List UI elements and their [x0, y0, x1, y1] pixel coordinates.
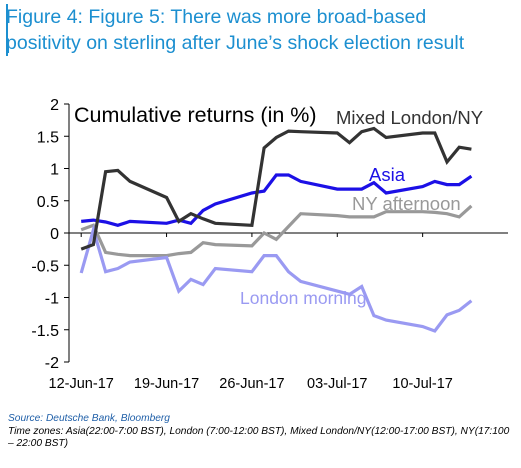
y-tick-label: 0.5 — [37, 194, 59, 211]
figure-title: Figure 4: Figure 5: There was more broad… — [6, 4, 511, 56]
y-tick-label: 1 — [50, 162, 59, 179]
y-tick-label: -0.5 — [31, 258, 59, 275]
x-tick-label: 26-Jun-17 — [219, 376, 284, 392]
chart-series — [79, 126, 473, 333]
y-tick-label: -2 — [45, 355, 59, 372]
series-label-ny-afternoon: NY afternoon — [352, 193, 461, 214]
x-tick-label: 12-Jun-17 — [49, 376, 114, 392]
series-line-ny-afternoon — [80, 204, 473, 258]
figure-title-line-1: Figure 4: Figure 5: There was more broad… — [6, 6, 427, 28]
chart-axes: -2 -1.5 -1 -0.5 0 0.5 1 1.5 2 12-Jun-17 19-Jun-17 2… — [31, 97, 508, 392]
series-line-asia — [81, 173, 473, 227]
title-accent-rule — [6, 4, 8, 56]
chart-title: Cumulative returns (in %) — [74, 103, 317, 127]
figure-title-line-2: positivity on sterling after June’s shoc… — [6, 32, 465, 54]
y-tick-label: 2 — [50, 97, 59, 114]
x-tick-label: 03-Jul-17 — [307, 376, 367, 392]
series-label-london-morning: London morning — [240, 288, 366, 308]
chart-labels: Cumulative returns (in %) Mixed London/NY… — [74, 103, 483, 308]
series-line-london-morning — [79, 223, 473, 333]
x-tick-label: 10-Jul-17 — [392, 376, 452, 392]
source-text: Source: Deutsche Bank, Bloomberg — [8, 413, 170, 424]
y-tick-label: -1 — [45, 291, 59, 308]
y-tick-label: 1.5 — [37, 129, 59, 146]
series-label-mixed-london-ny: Mixed London/NY — [336, 107, 483, 128]
source-note: Source: Deutsche Bank, Bloomberg Time zo… — [8, 413, 513, 451]
time-zones-text: Time zones: Asia(22:00-7:00 BST), London… — [8, 425, 510, 450]
series-label-asia: Asia — [369, 164, 406, 185]
series-line-mixed-london-ny — [80, 126, 472, 251]
y-tick-label: -1.5 — [31, 323, 59, 340]
x-tick-label: 19-Jun-17 — [134, 376, 199, 392]
y-tick-label: 0 — [50, 226, 59, 243]
